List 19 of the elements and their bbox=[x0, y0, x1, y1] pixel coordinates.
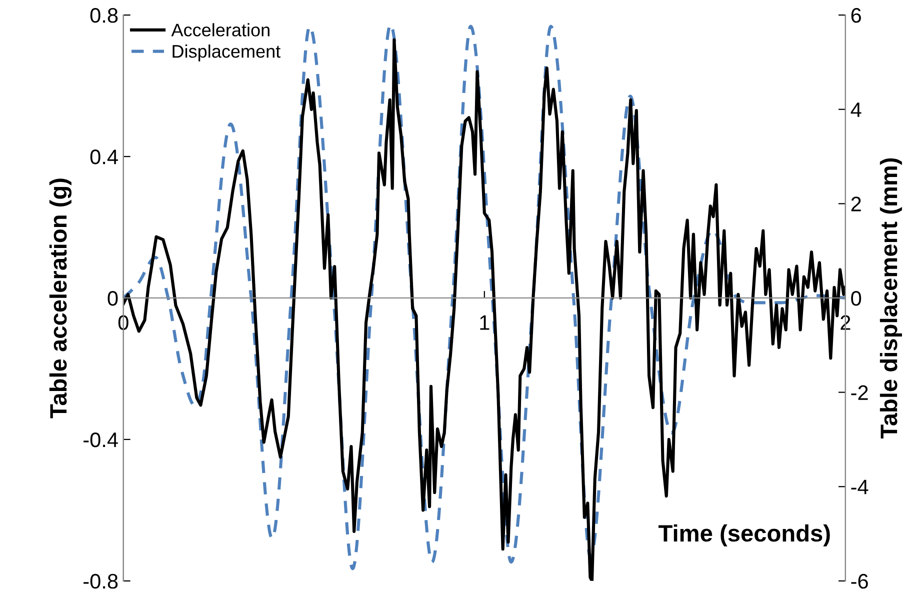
x-tick-label: 1 bbox=[480, 315, 490, 330]
y-axis-title: Table acceleration (g) bbox=[49, 178, 72, 418]
y2-tick-label: -4 bbox=[851, 480, 868, 494]
x-axis-title: Time (seconds) bbox=[658, 524, 830, 546]
y-tick-label: -0.8 bbox=[84, 574, 118, 589]
y2-tick-label: -6 bbox=[851, 574, 868, 589]
y2-tick-label: 0 bbox=[851, 290, 862, 306]
legend-label: Acceleration bbox=[171, 23, 270, 36]
y-tick-label: 0.8 bbox=[90, 8, 118, 23]
y2-tick-label: 2 bbox=[851, 196, 861, 212]
y2-tick-label: 4 bbox=[850, 102, 862, 117]
y-tick-label: -0.4 bbox=[84, 432, 118, 448]
legend-label: Displacement bbox=[172, 44, 280, 62]
y2-tick-label: -2 bbox=[851, 385, 868, 400]
y-tick-label: 0.4 bbox=[90, 150, 118, 164]
y2-axis-title: Table displacement (mm) bbox=[880, 158, 902, 439]
y2-tick-label: 6 bbox=[851, 8, 861, 23]
x-tick-label: 0 bbox=[118, 315, 128, 330]
y-tick-label: 0 bbox=[108, 290, 118, 306]
